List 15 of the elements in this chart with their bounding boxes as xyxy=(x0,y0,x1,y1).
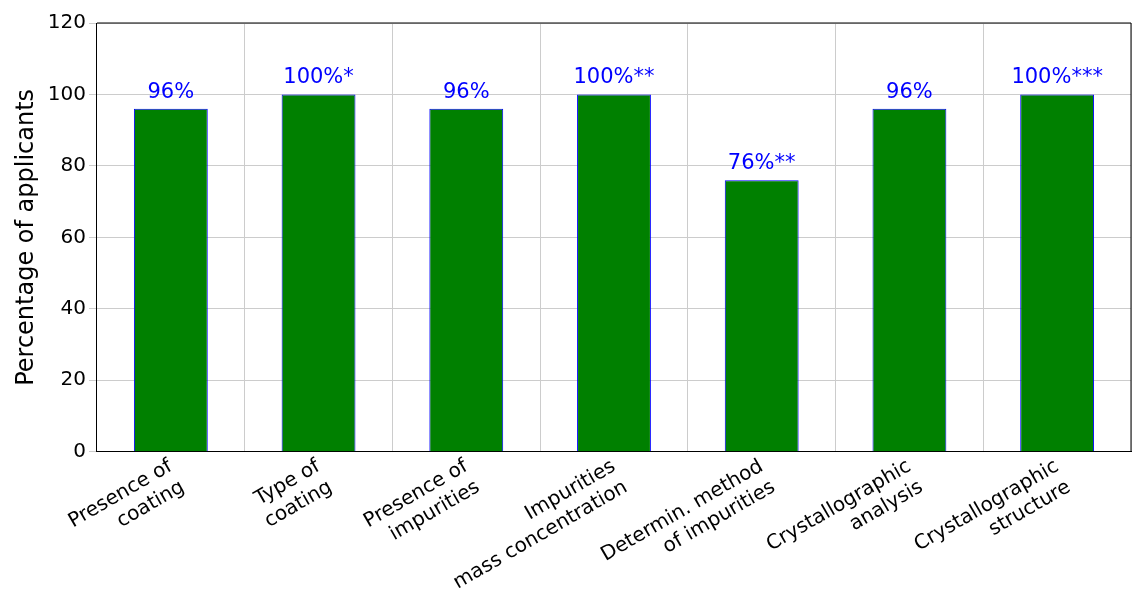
data-label: 76%** xyxy=(727,150,796,175)
y-tick-label: 60 xyxy=(60,223,86,248)
y-tick-label: 120 xyxy=(47,9,86,34)
y-tick-label: 40 xyxy=(60,295,86,320)
y-tick-label: 100 xyxy=(47,80,86,105)
data-label: 96% xyxy=(442,78,490,103)
data-label: 100%* xyxy=(283,64,354,89)
y-axis-title: Percentage of applicants xyxy=(10,88,39,386)
y-tick-label: 0 xyxy=(73,437,86,462)
y-tick-label: 20 xyxy=(60,366,86,391)
data-label: 100%*** xyxy=(1011,64,1103,89)
data-label: 100%** xyxy=(573,64,655,89)
y-tick-label: 80 xyxy=(60,152,86,177)
data-label: 96% xyxy=(886,78,933,103)
data-label: 96% xyxy=(147,78,195,103)
